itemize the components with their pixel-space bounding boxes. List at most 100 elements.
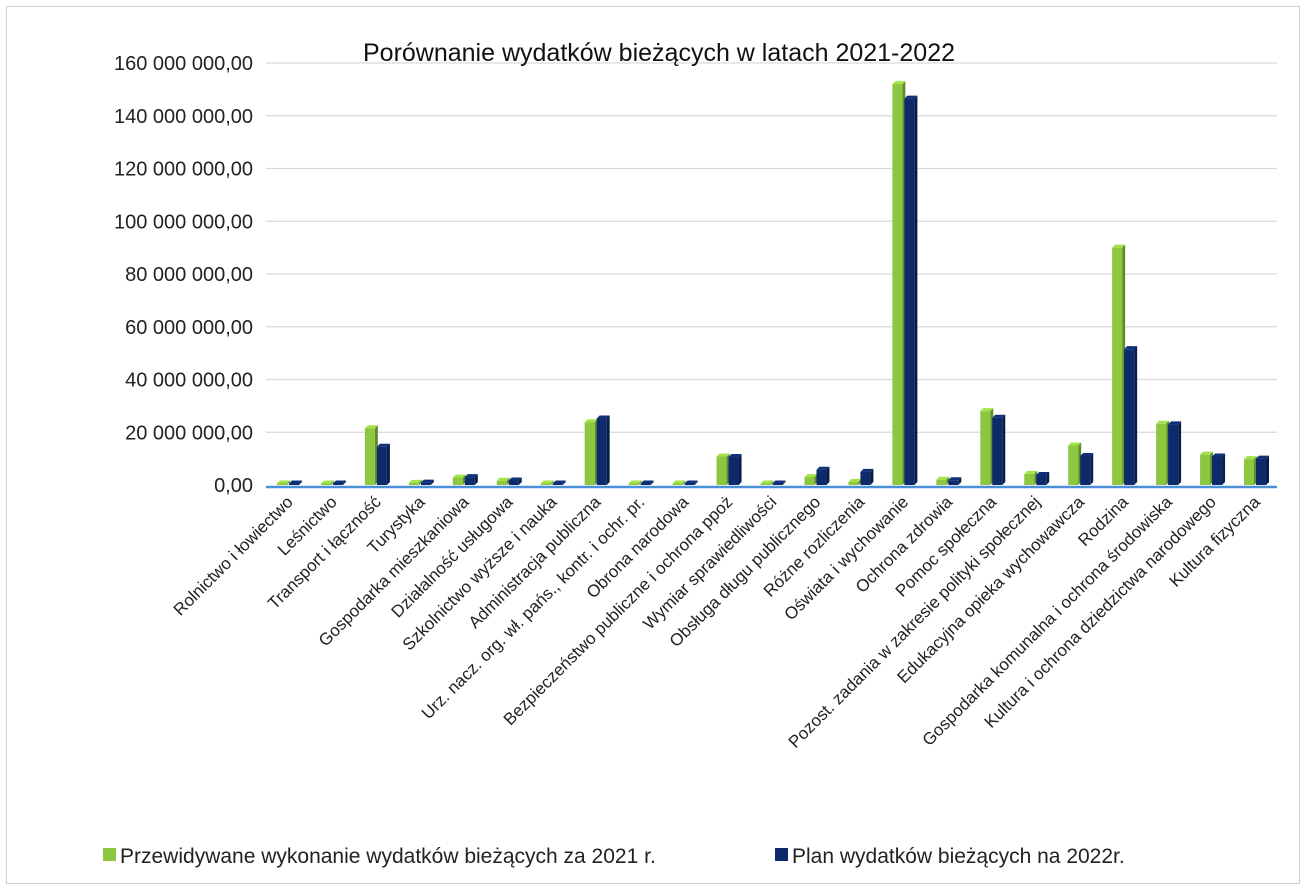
bar-side-face [474,474,478,485]
bar-side-face [1046,471,1050,485]
bar-side-face [738,454,742,485]
bar-side-face [1266,455,1270,485]
gridlines [266,62,1277,433]
bar-top-face [464,474,478,478]
bar-2021 [1024,473,1035,485]
bar-top-face [728,454,742,458]
bar-2021 [584,422,595,485]
bar-top-face [552,480,566,484]
bar-2021 [848,481,859,485]
bar-side-face [1090,452,1094,485]
bar-side-face [298,480,302,485]
legend-swatch-2022 [775,848,788,861]
bar-top-face [628,480,642,484]
bar-top-face [1212,453,1226,457]
y-tick-label: 60 000 000,00 [125,317,253,339]
bar-2022 [508,480,519,485]
bar-2022 [332,483,343,485]
bar-top-face [496,477,510,481]
bar-2022 [1080,455,1091,485]
bar-side-face [958,477,962,485]
bar-2022 [288,483,299,485]
bar-top-face [1244,456,1258,460]
y-axis-ticks: 0,00 20 000 000,00 40 000 000,00 60 000 000… [114,53,253,497]
bar-2021 [628,483,639,485]
bar-2021 [364,428,375,485]
bar-2021 [1200,454,1211,485]
bar-2021 [1156,423,1167,485]
bar-side-face [946,476,950,485]
bar-top-face [948,477,962,481]
bar-top-face [1168,421,1182,425]
bar-top-face [772,480,786,484]
bar-2021 [804,477,815,485]
bar-top-face [684,480,698,484]
bar-top-face [860,468,874,472]
bar-top-face [320,480,334,484]
bar-2022 [376,446,387,485]
bar-2022 [552,483,563,485]
bar-side-face [606,415,610,485]
y-tick-label: 100 000 000,00 [114,211,253,233]
bar-top-face [596,415,610,419]
y-tick-label: 20 000 000,00 [125,422,253,444]
bar-top-face [1024,470,1038,474]
bar-side-face [506,477,510,485]
bar-2022 [640,483,651,485]
legend-swatch-2021 [103,848,116,861]
bar-side-face [1134,346,1138,485]
bar-2021 [936,479,947,485]
y-tick-label: 120 000 000,00 [114,159,253,181]
legend-label: Przewidywane wykonanie wydatków bieżącyc… [120,845,656,868]
bar-top-face [816,466,830,470]
bar-top-face [420,479,434,483]
x-axis-categories: Rolnictwo i łowiectwoLeśnictwoTransport … [170,492,1264,752]
bar-side-face [1178,421,1182,485]
bar-side-face [914,95,918,485]
bar-top-face [760,480,774,484]
bar-side-face [342,480,346,485]
bar-top-face [288,480,302,484]
bar-side-face [826,466,830,485]
bar-top-face [1200,451,1214,455]
bar-top-face [364,425,378,429]
bar-2021 [980,411,991,485]
bar-2022 [684,483,695,485]
bar-2022 [1036,474,1047,485]
bar-side-face [770,480,774,485]
bar-2022 [464,477,475,485]
bar-2022 [772,483,783,485]
bar-side-face [562,480,566,485]
bar-2021 [276,483,287,485]
bar-top-face [1156,420,1170,424]
bar-side-face [1002,414,1006,485]
bar-top-face [892,81,906,85]
bar-top-face [716,453,730,457]
bar-side-face [1222,453,1226,485]
bar-top-face [508,477,522,481]
bar-top-face [904,95,918,99]
bar-2021 [892,84,903,485]
bar-top-face [452,474,466,478]
y-tick-label: 0,00 [214,475,253,497]
bar-2021 [760,483,771,485]
y-tick-label: 40 000 000,00 [125,370,253,392]
bar-side-face [550,480,554,485]
bar-side-face [870,468,874,485]
bar-side-face [330,480,334,485]
bar-2021 [672,483,683,485]
bar-2022 [992,417,1003,485]
bar-top-face [540,480,554,484]
bar-2022 [948,480,959,485]
bar-2021 [1068,445,1079,485]
bar-top-face [804,474,818,478]
bar-top-face [980,408,994,412]
bar-2021 [716,456,727,485]
bar-side-face [386,443,390,485]
y-tick-label: 140 000 000,00 [114,106,253,128]
bar-2022 [860,471,871,485]
bar-top-face [672,480,686,484]
chart-frame: 0,00 20 000 000,00 40 000 000,00 60 000 000… [6,6,1300,884]
bar-top-face [992,414,1006,418]
y-tick-label: 160 000 000,00 [114,53,253,75]
